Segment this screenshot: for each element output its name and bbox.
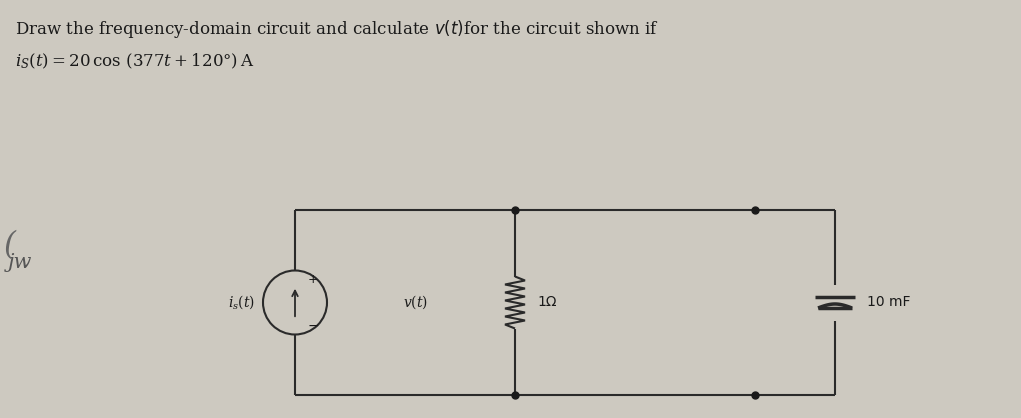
Text: $i_s(t)$: $i_s(t)$	[228, 293, 255, 311]
Text: 1Ω: 1Ω	[537, 296, 556, 309]
Text: +: +	[307, 273, 319, 286]
Text: −: −	[307, 319, 319, 333]
Text: jw: jw	[8, 253, 33, 273]
Text: $i_S(t) = 20\,\cos\,(377t + 120°)\,\mathrm{A}$: $i_S(t) = 20\,\cos\,(377t + 120°)\,\math…	[15, 52, 254, 71]
Text: Draw the frequency-domain circuit and calculate $v(t)$for the circuit shown if: Draw the frequency-domain circuit and ca…	[15, 18, 659, 40]
Text: (: (	[4, 230, 16, 262]
Text: $v(t)$: $v(t)$	[403, 294, 429, 311]
Text: 10 mF: 10 mF	[867, 296, 911, 309]
